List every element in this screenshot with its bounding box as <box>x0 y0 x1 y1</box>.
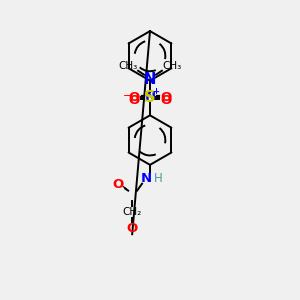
Text: O: O <box>113 178 124 191</box>
Text: O: O <box>128 91 140 104</box>
Text: CH₃: CH₃ <box>118 61 138 71</box>
Text: −: − <box>122 91 132 100</box>
Text: N: N <box>144 72 156 87</box>
Text: O: O <box>127 222 138 235</box>
Text: S: S <box>144 90 156 105</box>
Text: N: N <box>144 90 156 103</box>
Text: H: H <box>154 172 162 185</box>
Text: O: O <box>160 91 172 104</box>
Text: N: N <box>140 172 152 185</box>
Text: O: O <box>160 94 172 107</box>
Text: CH₃: CH₃ <box>162 61 182 71</box>
Text: +: + <box>152 87 159 96</box>
Text: O: O <box>128 94 140 107</box>
Text: CH₂: CH₂ <box>122 207 142 218</box>
